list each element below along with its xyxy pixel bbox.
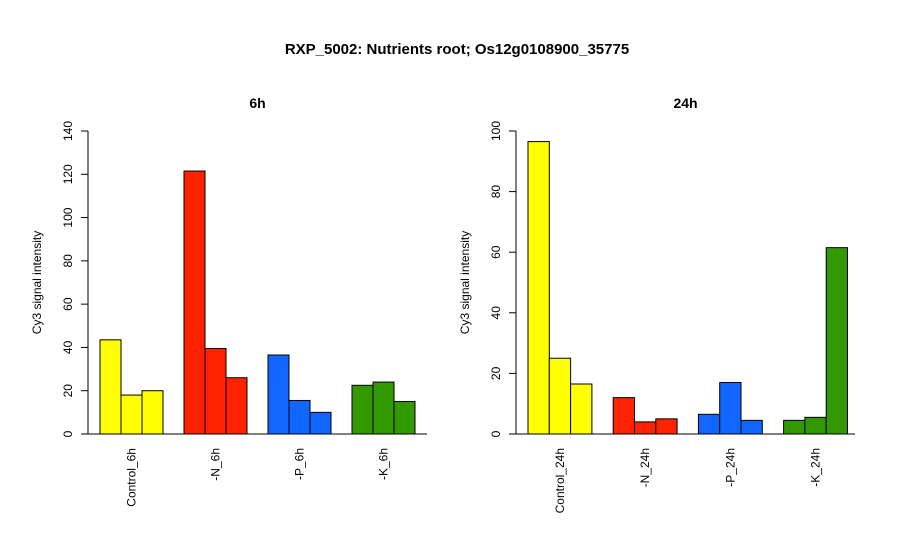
bar [141,390,164,435]
bar [204,348,227,435]
y-tick-label: 140 [61,121,75,141]
x-tick-label: Control_24h [553,448,567,513]
bar [372,381,395,435]
figure-title: RXP_5002: Nutrients root; Os12g0108900_3… [285,41,629,58]
panel-6h: 6h Cy3 signal intensity 0 20 40 60 80 100 120 140… [30,95,427,507]
x-tick-label: -P_24h [723,448,737,487]
bar [288,399,311,435]
y-tick-label: 80 [489,185,503,199]
x-tick-label: -K_6h [377,448,391,480]
bar [527,141,550,435]
x-tick-label: -K_24h [809,448,823,487]
y-tick-label: 0 [61,430,75,437]
bar [697,413,721,435]
y-tick-label: 60 [489,245,503,259]
y-tick-label: 0 [489,430,503,437]
bar [740,419,763,435]
y-tick-label: 80 [61,254,75,268]
bar [548,357,572,435]
y-tick-label: 40 [489,306,503,320]
bar [634,421,657,435]
x-tick-label: -N_6h [209,448,223,481]
bar [351,384,374,435]
y-axis-label: Cy3 signal intensity [458,231,472,334]
bar [783,419,806,435]
y-tick-label: 100 [489,121,503,141]
panel-title: 6h [249,95,265,111]
y-tick-label: 20 [489,366,503,380]
y-tick-label: 100 [61,207,75,227]
bar [719,381,742,435]
bar [825,247,849,435]
panel-24h: 24h Cy3 signal intensity 0 20 40 60 80 100 Contr… [458,95,855,513]
x-tick-label: -P_6h [293,448,307,480]
bar [225,377,248,435]
y-tick-label: 40 [61,340,75,354]
y-axis-label: Cy3 signal intensity [30,231,44,334]
panel-title: 24h [673,95,697,111]
bar [804,416,827,435]
bar [393,401,416,435]
bar [267,354,290,435]
bar [120,394,143,435]
x-tick-label: -N_24h [638,448,652,487]
y-tick-label: 20 [61,384,75,398]
bar [570,383,593,435]
bar [183,170,206,435]
bar [612,397,636,435]
bar [309,411,332,435]
bar [655,418,678,435]
y-tick-label: 120 [61,164,75,184]
y-tick-label: 60 [61,297,75,311]
x-tick-label: Control_6h [125,448,139,507]
bar [99,339,122,435]
